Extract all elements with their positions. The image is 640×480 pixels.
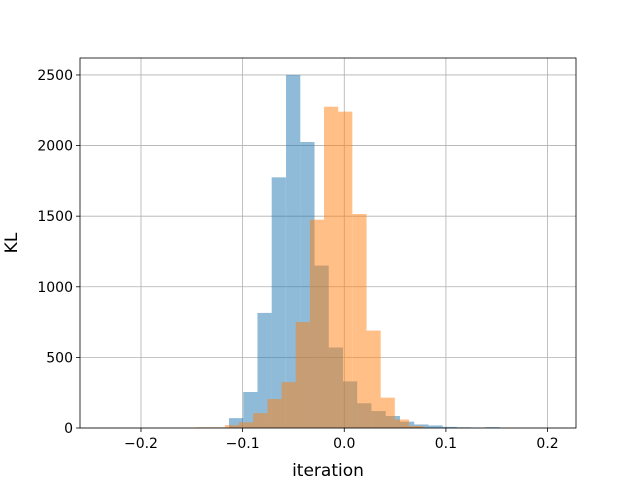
histogram-bar-series-2 <box>394 419 410 428</box>
histogram-bar-series-2 <box>281 382 296 428</box>
y-tick-label: 1000 <box>37 280 73 296</box>
y-tick-label: 2000 <box>37 139 73 155</box>
y-tick-label: 500 <box>46 350 73 366</box>
x-tick-label: 0.2 <box>536 436 558 452</box>
y-axis-label: KL <box>2 232 22 253</box>
x-tick-label: −0.2 <box>124 436 158 452</box>
histogram-bars <box>182 74 500 428</box>
histogram-bar-series-2 <box>338 111 353 428</box>
histogram-bar-series-2 <box>380 397 395 428</box>
histogram-bar-series-2 <box>295 322 310 428</box>
x-tick-label: 0.0 <box>333 436 355 452</box>
x-tick-label: −0.1 <box>226 436 260 452</box>
histogram-bar-series-1 <box>485 427 500 428</box>
y-tick-label: 0 <box>64 421 73 437</box>
y-tick-label: 2500 <box>37 68 73 84</box>
histogram-bar-series-1 <box>428 425 443 428</box>
x-axis-label: iteration <box>292 461 364 480</box>
histogram-bar-series-2 <box>309 219 325 428</box>
plot-frame <box>79 57 577 429</box>
histogram-bar-series-2 <box>366 330 381 428</box>
histogram-bar-series-2 <box>409 425 424 428</box>
axis-ticks: −0.2 −0.1 0.0 0.1 0.2 0 500 1000 1500 2000 2500 <box>37 68 558 452</box>
histogram-bar-series-2 <box>324 106 339 428</box>
histogram-bar-series-2 <box>224 425 240 428</box>
histogram-bar-series-1 <box>271 177 286 428</box>
histogram-bar-series-2 <box>253 413 268 428</box>
histogram-bar-series-2 <box>352 214 367 428</box>
histogram-bar-series-2 <box>267 399 282 428</box>
x-tick-label: 0.1 <box>435 436 457 452</box>
histogram-bar-series-1 <box>229 418 244 428</box>
y-tick-label: 1500 <box>37 209 73 225</box>
histogram-bar-series-2 <box>239 422 254 428</box>
histogram-bar-series-1 <box>442 426 457 428</box>
